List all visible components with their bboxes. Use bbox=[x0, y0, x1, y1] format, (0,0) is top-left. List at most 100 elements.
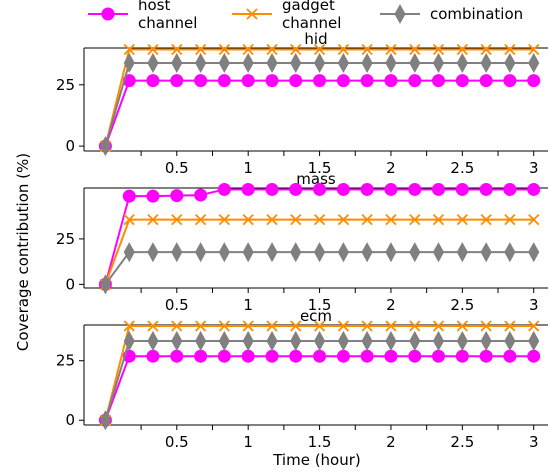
data-point bbox=[171, 213, 183, 226]
data-point bbox=[408, 349, 422, 363]
legend-label: host bbox=[138, 0, 170, 14]
data-point bbox=[123, 213, 135, 226]
data-point bbox=[194, 349, 208, 363]
data-point bbox=[384, 74, 398, 88]
data-point bbox=[242, 52, 254, 73]
data-point bbox=[432, 242, 445, 263]
data-point bbox=[456, 52, 468, 73]
data-point bbox=[265, 74, 279, 88]
subplot-title: hid bbox=[304, 30, 327, 48]
data-point bbox=[147, 330, 159, 351]
data-point bbox=[194, 74, 208, 88]
data-point bbox=[504, 52, 516, 73]
data-point bbox=[290, 43, 302, 56]
data-point bbox=[409, 213, 421, 226]
series-2 bbox=[99, 52, 540, 157]
x-axis-label: Time (hour) bbox=[272, 451, 361, 469]
legend-marker bbox=[246, 8, 258, 20]
data-point bbox=[290, 242, 302, 263]
data-point bbox=[361, 43, 373, 56]
series-line bbox=[104, 355, 534, 421]
x-tick-label: 3 bbox=[529, 433, 539, 451]
data-point bbox=[242, 213, 254, 226]
data-point bbox=[290, 52, 302, 73]
data-point bbox=[360, 74, 374, 88]
data-point bbox=[385, 43, 397, 56]
data-point bbox=[123, 320, 135, 332]
data-point bbox=[456, 330, 468, 351]
series-1 bbox=[99, 43, 540, 152]
data-point bbox=[385, 242, 397, 263]
data-point bbox=[503, 74, 517, 88]
x-tick-label: 0.5 bbox=[165, 159, 189, 177]
data-point bbox=[455, 349, 469, 363]
data-point bbox=[360, 182, 374, 196]
data-point bbox=[265, 182, 279, 196]
data-point bbox=[432, 43, 445, 56]
data-point bbox=[527, 182, 541, 196]
data-point bbox=[432, 330, 445, 351]
data-point bbox=[241, 349, 255, 363]
data-point bbox=[313, 242, 326, 263]
data-point bbox=[242, 320, 254, 332]
data-point bbox=[242, 43, 254, 56]
data-point bbox=[455, 74, 469, 88]
data-point bbox=[456, 43, 468, 56]
data-point bbox=[146, 74, 160, 88]
data-point bbox=[456, 320, 468, 332]
data-point bbox=[431, 182, 445, 196]
data-point bbox=[337, 43, 350, 56]
data-point bbox=[360, 349, 374, 363]
legend-marker bbox=[394, 3, 406, 25]
data-point bbox=[409, 320, 421, 332]
x-tick-label: 1.5 bbox=[308, 433, 332, 451]
series-line bbox=[104, 79, 534, 147]
data-point bbox=[409, 242, 421, 263]
x-tick-label: 0.5 bbox=[165, 296, 189, 314]
data-point bbox=[218, 43, 230, 56]
data-point bbox=[337, 52, 349, 73]
series-1 bbox=[99, 320, 540, 426]
x-tick-label: 1 bbox=[243, 433, 253, 451]
legend-label: channel bbox=[138, 14, 197, 32]
x-tick-label: 1.5 bbox=[308, 296, 332, 314]
data-point bbox=[217, 74, 231, 88]
data-point bbox=[266, 330, 278, 351]
data-point bbox=[503, 349, 517, 363]
data-point bbox=[336, 74, 350, 88]
x-tick-label: 2.5 bbox=[450, 433, 474, 451]
data-point bbox=[528, 52, 540, 73]
data-point bbox=[147, 43, 159, 56]
data-point bbox=[218, 320, 230, 332]
data-point bbox=[266, 43, 278, 56]
data-point bbox=[337, 320, 350, 332]
data-point bbox=[313, 52, 326, 73]
y-tick-label: 0 bbox=[65, 275, 75, 293]
data-point bbox=[170, 189, 184, 203]
legend-marker bbox=[101, 7, 115, 21]
data-point bbox=[431, 349, 445, 363]
data-point bbox=[146, 349, 160, 363]
y-tick-label: 25 bbox=[56, 352, 75, 370]
data-point bbox=[456, 242, 468, 263]
data-point bbox=[480, 242, 492, 263]
data-point bbox=[218, 330, 230, 351]
y-tick-label: 25 bbox=[56, 230, 75, 248]
data-point bbox=[147, 213, 159, 226]
data-point bbox=[361, 320, 373, 332]
data-point bbox=[146, 189, 160, 203]
data-point bbox=[290, 320, 302, 332]
y-tick-label: 0 bbox=[65, 411, 75, 429]
data-point bbox=[171, 242, 183, 263]
subplot-mass: mass 0.5 1 1.5 2 2.5 3 0 25 bbox=[56, 170, 548, 314]
data-point bbox=[361, 242, 373, 263]
data-point bbox=[122, 189, 136, 203]
data-point bbox=[195, 43, 207, 56]
data-point bbox=[313, 43, 326, 56]
data-point bbox=[384, 349, 398, 363]
data-point bbox=[337, 213, 350, 226]
